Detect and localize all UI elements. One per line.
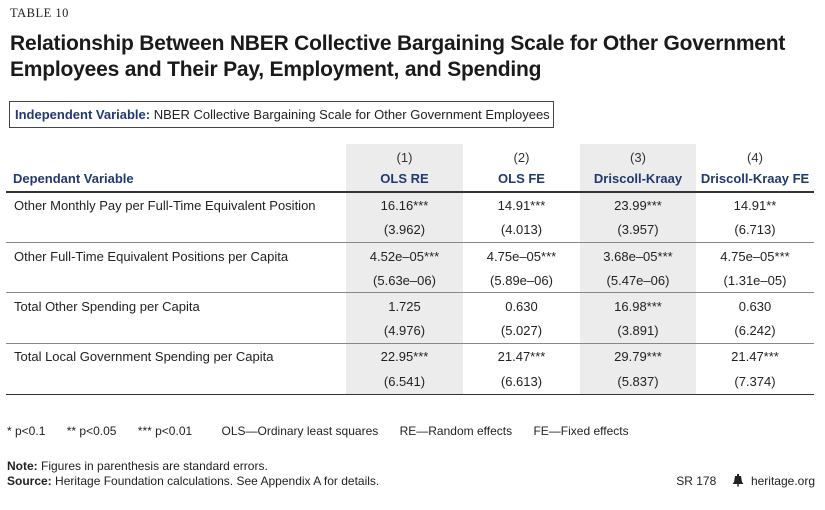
note-label: Note: bbox=[7, 459, 38, 473]
coef-cell: 0.630 bbox=[505, 299, 538, 314]
column-1-shade bbox=[346, 144, 463, 394]
coef-cell: 4.75e–05*** bbox=[720, 249, 790, 264]
column-3-name: Driscoll-Kraay bbox=[593, 171, 683, 186]
coef-cell: 29.79*** bbox=[614, 349, 662, 364]
se-cell: (6.541) bbox=[383, 374, 426, 389]
coef-cell: 4.75e–05*** bbox=[486, 249, 557, 264]
liberty-bell-icon bbox=[732, 474, 744, 490]
coef-cell: 16.16*** bbox=[380, 198, 429, 213]
column-3-number: (3) bbox=[630, 150, 646, 165]
row-label: Total Other Spending per Capita bbox=[14, 299, 200, 314]
site-link[interactable]: heritage.org bbox=[750, 474, 815, 488]
independent-variable-value: NBER Collective Bargaining Scale for Oth… bbox=[153, 107, 550, 122]
header-rule bbox=[6, 191, 814, 193]
se-cell: (4.013) bbox=[500, 222, 543, 237]
row-label: Other Monthly Pay per Full-Time Equivale… bbox=[14, 198, 316, 213]
legend-item: OLS—Ordinary least squares bbox=[221, 424, 379, 438]
se-cell: (5.47e–06) bbox=[606, 273, 670, 288]
coef-cell: 14.91*** bbox=[497, 198, 546, 213]
se-cell: (1.31e–05) bbox=[723, 273, 787, 288]
coef-cell: 14.91** bbox=[733, 198, 777, 213]
row-label: Total Local Government Spending per Capi… bbox=[14, 349, 274, 364]
se-cell: (3.957) bbox=[617, 222, 659, 237]
table-bottom-rule bbox=[6, 394, 814, 395]
se-cell: (4.976) bbox=[383, 323, 426, 338]
row-divider bbox=[6, 343, 814, 344]
coef-cell: 1.725 bbox=[388, 299, 421, 314]
report-id: SR 178 bbox=[676, 474, 717, 488]
column-3-shade bbox=[580, 144, 696, 394]
note-text: Figures in parenthesis are standard erro… bbox=[41, 459, 268, 473]
coef-cell: 0.630 bbox=[738, 299, 772, 314]
se-cell: (5.837) bbox=[617, 374, 659, 389]
legend-item: *** p<0.01 bbox=[137, 424, 193, 438]
column-2-number: (2) bbox=[513, 150, 530, 165]
row-label: Other Full-Time Equivalent Positions per… bbox=[14, 249, 289, 264]
column-4-name: Driscoll-Kraay FE bbox=[700, 171, 810, 186]
coef-cell: 21.47*** bbox=[497, 349, 546, 364]
coef-cell: 3.68e–05*** bbox=[603, 249, 673, 264]
legend-item: FE—Fixed effects bbox=[533, 424, 629, 438]
coef-cell: 23.99*** bbox=[614, 198, 662, 213]
table-label: TABLE 10 bbox=[10, 6, 69, 20]
se-cell: (3.962) bbox=[383, 222, 426, 237]
source-text: Heritage Foundation calculations. See Ap… bbox=[55, 474, 380, 488]
dependent-variable-header: Dependant Variable bbox=[13, 171, 134, 186]
coef-cell: 21.47*** bbox=[731, 349, 779, 364]
footer-branding: SR 178 heritage.org bbox=[676, 474, 815, 490]
table-title: Relationship Between NBER Collective Bar… bbox=[10, 32, 786, 81]
coef-cell: 22.95*** bbox=[380, 349, 429, 364]
column-1-number: (1) bbox=[396, 150, 413, 165]
column-4-number: (4) bbox=[747, 150, 763, 165]
se-cell: (5.89e–06) bbox=[490, 273, 553, 288]
independent-variable-box: Independent Variable: NBER Collective Ba… bbox=[9, 101, 554, 128]
coef-cell: 4.52e–05*** bbox=[369, 249, 440, 264]
legend-item: ** p<0.05 bbox=[66, 424, 117, 438]
row-divider bbox=[6, 292, 814, 293]
se-cell: (5.027) bbox=[500, 323, 543, 338]
se-cell: (3.891) bbox=[617, 323, 659, 338]
source: Source: Heritage Foundation calculations… bbox=[7, 474, 379, 488]
column-1-name: OLS RE bbox=[380, 171, 429, 186]
source-label: Source: bbox=[7, 474, 52, 488]
independent-variable-label: Independent Variable: bbox=[15, 107, 151, 122]
row-divider bbox=[6, 242, 814, 243]
se-cell: (6.613) bbox=[500, 374, 543, 389]
se-cell: (7.374) bbox=[734, 374, 776, 389]
legend-item: RE—Random effects bbox=[399, 424, 513, 438]
se-cell: (5.63e–06) bbox=[373, 273, 436, 288]
note: Note: Figures in parenthesis are standar… bbox=[7, 459, 268, 473]
coef-cell: 16.98*** bbox=[614, 299, 662, 314]
se-cell: (6.242) bbox=[734, 323, 776, 338]
se-cell: (6.713) bbox=[734, 222, 776, 237]
legend-item: * p<0.1 bbox=[7, 424, 46, 438]
significance-legend: * p<0.1 ** p<0.05 *** p<0.01 OLS—Ordinar… bbox=[7, 424, 647, 438]
column-2-name: OLS FE bbox=[498, 171, 545, 186]
